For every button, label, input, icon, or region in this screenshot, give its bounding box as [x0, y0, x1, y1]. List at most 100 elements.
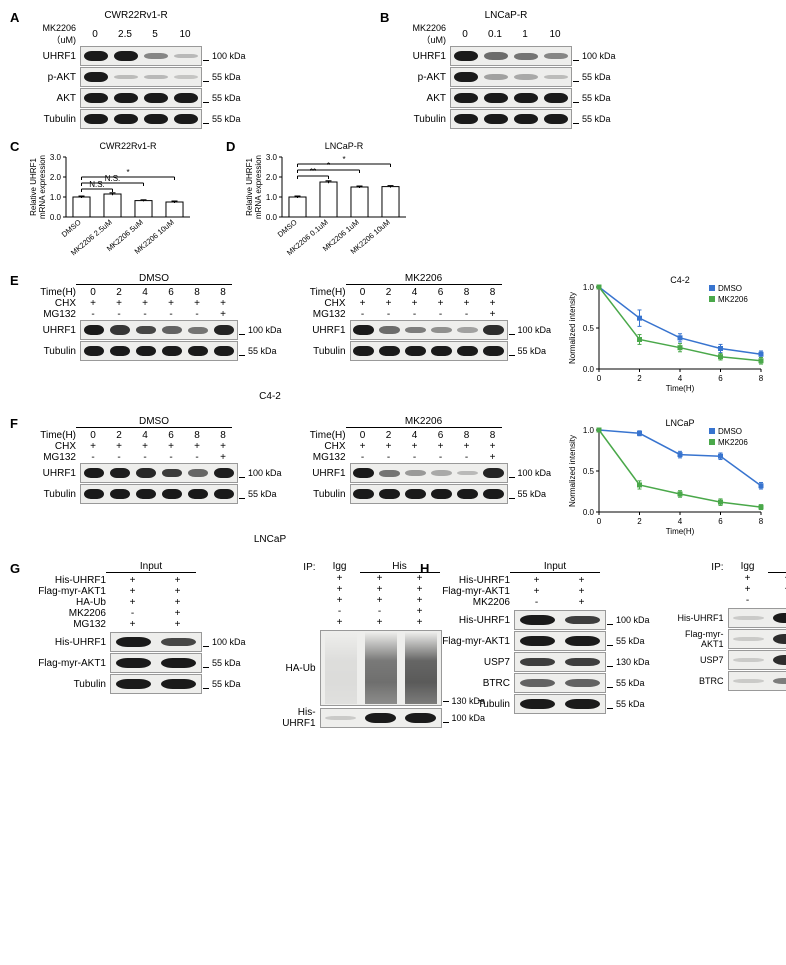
size-label: 55 kDa	[579, 114, 611, 124]
band	[520, 679, 555, 687]
header-label: +	[155, 575, 200, 586]
header-label: -	[132, 452, 158, 463]
row-label: AKT	[396, 93, 450, 104]
band	[110, 468, 130, 478]
band	[457, 489, 477, 499]
row-label: USP7	[430, 657, 514, 668]
header-label: +	[155, 608, 200, 619]
size-label: 55 kDa	[245, 346, 277, 356]
header-label: 8	[184, 430, 210, 441]
ip-header: IP:IggHis	[664, 561, 786, 573]
svg-text:8: 8	[759, 374, 764, 383]
header-label: +	[559, 575, 604, 586]
line-chart: 0.00.51.002468LNCaPNormalized intensityT…	[565, 416, 765, 536]
band	[379, 326, 399, 333]
row-label: Tubulin	[26, 346, 80, 357]
lane	[133, 342, 159, 360]
blot-row: USP7130 kDa	[430, 652, 650, 672]
band	[144, 53, 167, 59]
band	[457, 471, 477, 476]
header-label: -	[158, 309, 184, 320]
condition-row: +++	[664, 573, 786, 584]
lane	[403, 321, 429, 339]
header-labels: 024688	[350, 287, 506, 298]
header-label: 6	[428, 430, 454, 441]
header-label: -	[106, 309, 132, 320]
band	[114, 114, 137, 124]
header-labels: ++++++	[350, 441, 506, 452]
lane	[481, 47, 511, 65]
lane	[351, 485, 377, 503]
band	[136, 326, 156, 335]
panel: FDMSOTime(H)024688CHX++++++MG132-----+UH…	[10, 416, 770, 536]
svg-text:CWR22Rv1-R: CWR22Rv1-R	[99, 141, 157, 151]
svg-text:6: 6	[718, 374, 723, 383]
row-label: Tubulin	[296, 346, 350, 357]
svg-text:1.0: 1.0	[266, 193, 278, 202]
header-label: -	[110, 608, 155, 619]
condition-row: Flag-myr-AKT1++	[430, 586, 650, 597]
row-label: UHRF1	[26, 51, 80, 62]
band	[514, 93, 537, 103]
header-label: 4	[132, 287, 158, 298]
lane	[560, 674, 605, 692]
header-label: +	[428, 441, 454, 452]
row-label: His-UHRF1	[26, 637, 110, 648]
band	[110, 489, 130, 499]
band	[514, 53, 537, 60]
row-label: His-UHRF1	[26, 575, 110, 586]
lane	[171, 68, 201, 86]
header-label: +	[728, 573, 768, 584]
lane	[156, 675, 201, 693]
band	[136, 346, 156, 356]
header-label: -	[454, 452, 480, 463]
dose-label: MK2206（uM)	[26, 23, 80, 46]
lane	[107, 464, 133, 482]
header-label: 4	[132, 430, 158, 441]
band	[773, 678, 786, 685]
panel: D0.01.02.03.0Relative UHRF1mRNA expressi…	[226, 139, 412, 259]
header-label: +	[768, 573, 786, 584]
header-label: +	[350, 298, 376, 309]
lane	[111, 110, 141, 128]
blot-block: UHRF1100 kDaTubulin55 kDa	[296, 320, 552, 361]
size-label: 100 kDa	[613, 615, 650, 625]
lane	[171, 110, 201, 128]
lanes	[514, 673, 606, 693]
lane	[81, 47, 111, 65]
lane	[481, 485, 507, 503]
header-label: +	[110, 575, 155, 586]
panel: C0.01.02.03.0Relative UHRF1mRNA expressi…	[10, 139, 196, 259]
svg-text:2: 2	[637, 517, 642, 526]
blot-row: AKT55 kDa	[26, 88, 340, 108]
row-label: Flag-myr-AKT1	[26, 658, 110, 669]
svg-text:DMSO: DMSO	[718, 284, 742, 293]
panel: ACWR22Rv1-RMK2206（uM)02.5510UHRF1100 kDa…	[10, 10, 340, 129]
header-label: +	[132, 441, 158, 452]
lanes	[728, 629, 786, 649]
band	[162, 326, 182, 334]
band	[161, 638, 196, 647]
header-labels: -+	[110, 608, 200, 619]
blot-row: USP7130 kDa	[664, 650, 786, 670]
svg-text:3.0: 3.0	[266, 153, 278, 162]
row-label: BTRC	[430, 678, 514, 689]
header-label: -	[514, 597, 559, 608]
blot-row: BTRC55 kDa	[430, 673, 650, 693]
lane	[515, 653, 560, 671]
band	[484, 93, 507, 103]
lane	[81, 485, 107, 503]
band	[483, 489, 503, 499]
time-row: Time(H)024688	[296, 430, 552, 441]
header-label: -	[402, 452, 428, 463]
band	[520, 658, 555, 667]
lane	[361, 631, 401, 705]
lanes	[350, 341, 508, 361]
band	[379, 346, 399, 356]
band	[484, 114, 507, 124]
lane	[141, 68, 171, 86]
band	[188, 346, 208, 356]
blot-row: His-UHRF1100 kDa	[430, 610, 650, 630]
mg132-row: MG132-----+	[296, 309, 552, 320]
band	[457, 327, 477, 333]
